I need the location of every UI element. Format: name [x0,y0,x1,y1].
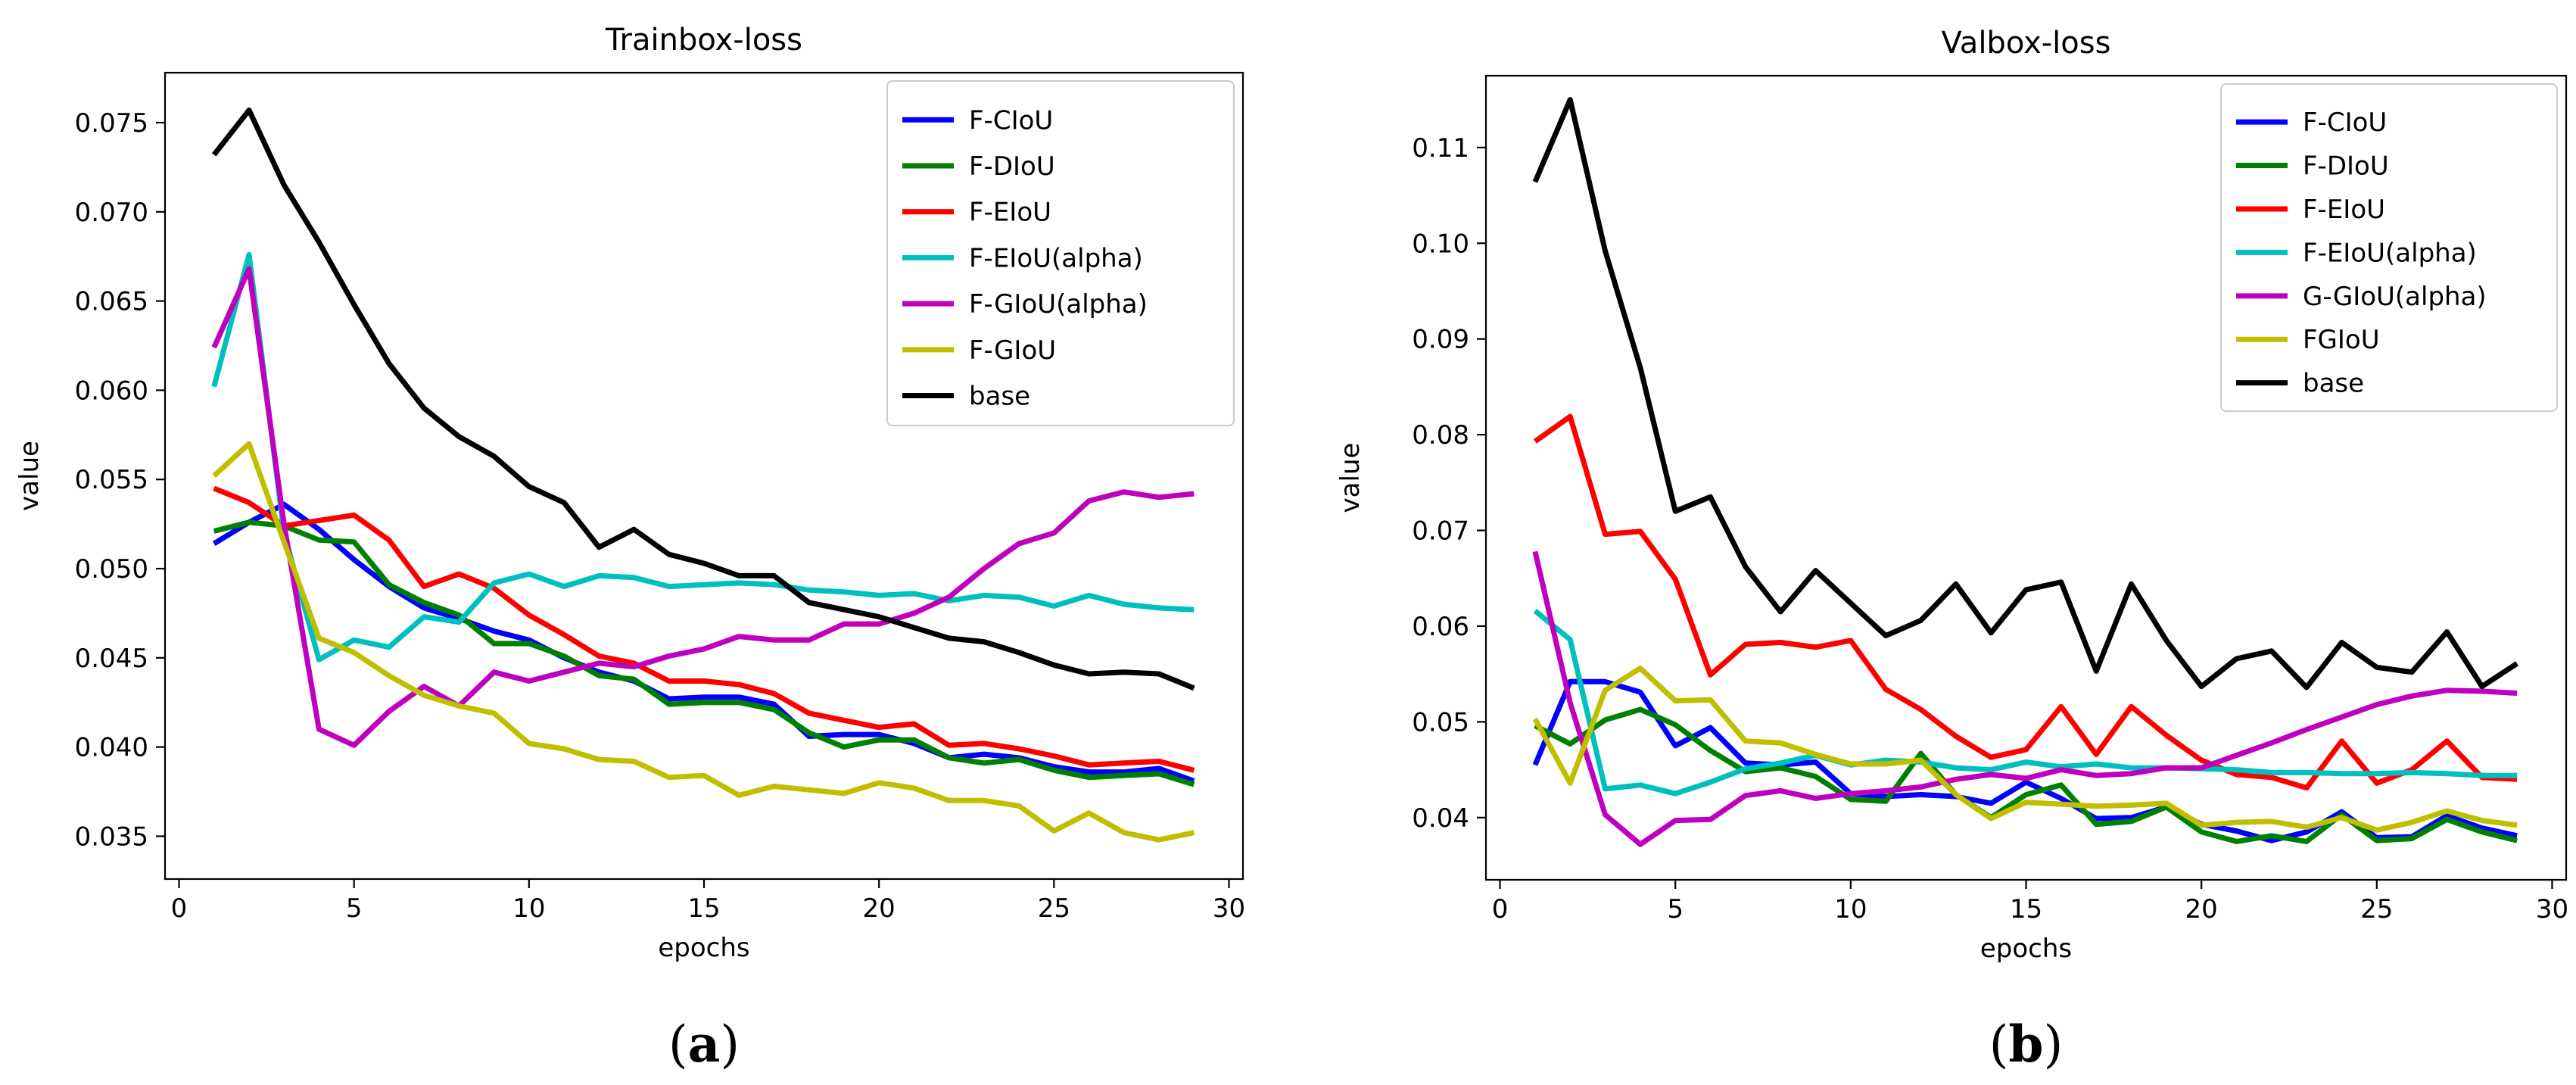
series-line-g-giou-alpha- [1532,550,2518,847]
x-tick-label: 5 [346,893,363,924]
series-line-f-diou [213,519,1195,787]
series-line-f-eiou-alpha- [1533,608,2518,797]
y-tick-label: 0.050 [75,554,148,585]
y-tick-label: 0.065 [75,287,148,317]
x-tick-label: 0 [1492,894,1509,924]
panel-label: (b) [1989,1015,2064,1074]
y-tick-label: 0.04 [1412,803,1469,834]
y-tick-label: 0.070 [75,198,148,228]
legend-label: F-EIoU(alpha) [2303,238,2477,268]
y-tick-label: 0.09 [1412,325,1469,355]
legend-label: F-CIoU [969,105,1053,136]
series-line-f-giou [212,441,1195,843]
x-tick-label: 15 [2010,894,2042,924]
series-lines [211,108,1195,843]
y-tick-label: 0.055 [75,465,148,495]
y-tick-label: 0.10 [1412,229,1469,259]
y-axis-label: value [14,441,45,511]
series-line-f-eiou-alpha- [211,251,1195,663]
y-tick-label: 0.05 [1412,707,1469,737]
legend-label: F-EIoU [2303,195,2385,225]
legend-label: F-EIoU [969,198,1051,228]
series-line-base [1532,97,2519,691]
legend-label: G-GIoU(alpha) [2303,282,2487,312]
series-line-base [211,108,1195,691]
legend-label: base [2303,369,2364,399]
x-axis-label: epochs [658,933,749,963]
x-tick-label: 20 [863,893,896,924]
legend-label: F-DIoU [2303,151,2389,182]
legend: F-CIoU F-DIoU F-EIoU F-EIoU(alpha) F-GIoU(al… [886,80,1235,426]
legend-label: FGIoU [2303,325,2380,355]
legend: F-CIoU F-DIoU F-EIoU F-EIoU(alpha) G-GIoU(al… [2220,83,2558,412]
panel-label: (a) [668,1015,740,1074]
series-line-f-eiou [213,485,1195,773]
legend-box [886,80,1235,426]
y-tick-label: 0.040 [75,733,148,763]
x-axis-label: epochs [1980,934,2072,964]
x-tick-label: 0 [171,893,188,924]
legend-box [2220,83,2558,412]
x-tick-label: 20 [2185,894,2218,924]
x-tick-label: 25 [2360,894,2393,924]
y-tick-label: 0.11 [1412,133,1469,164]
legend-label: F-CIoU [2303,108,2387,138]
x-tick-label: 5 [1667,894,1684,924]
x-tick-label: 25 [1038,893,1070,924]
chart-valbox-loss: Valbox-loss epochs value (b) 0 5 10 15 20 25 3… [1335,26,2568,1074]
legend-label: F-GIoU [969,335,1056,366]
y-tick-label: 0.08 [1412,420,1469,451]
y-tick-label: 0.06 [1412,612,1469,642]
legend-label: base [969,382,1030,412]
x-tick-label: 30 [2536,894,2568,924]
series-line-f-eiou [1533,413,2518,791]
chart-title: Trainbox-loss [605,23,802,58]
series-lines [1532,97,2519,847]
y-tick-label: 0.075 [75,108,148,139]
panel-letter: a [688,1015,721,1074]
x-tick-label: 30 [1213,893,1245,924]
panel-letter: b [2008,1015,2043,1074]
y-axis-label: value [1335,443,1366,513]
y-tick-label: 0.07 [1412,516,1469,547]
x-tick-label: 15 [687,893,720,924]
y-tick-label: 0.045 [75,644,148,674]
legend-label: F-GIoU(alpha) [969,289,1148,320]
y-tick-label: 0.060 [75,376,148,406]
series-line-fgiou [1532,666,2518,833]
x-tick-label: 10 [512,893,545,924]
chart-title: Valbox-loss [1942,26,2111,61]
series-line-f-giou-alpha- [211,266,1195,748]
legend-label: F-DIoU [969,151,1055,182]
x-tick-label: 10 [1834,894,1867,924]
legend-label: F-EIoU(alpha) [969,243,1143,273]
chart-trainbox-loss: Trainbox-loss epochs value (a) 0 5 10 15 20 2… [14,23,1245,1074]
y-tick-label: 0.035 [75,822,148,852]
